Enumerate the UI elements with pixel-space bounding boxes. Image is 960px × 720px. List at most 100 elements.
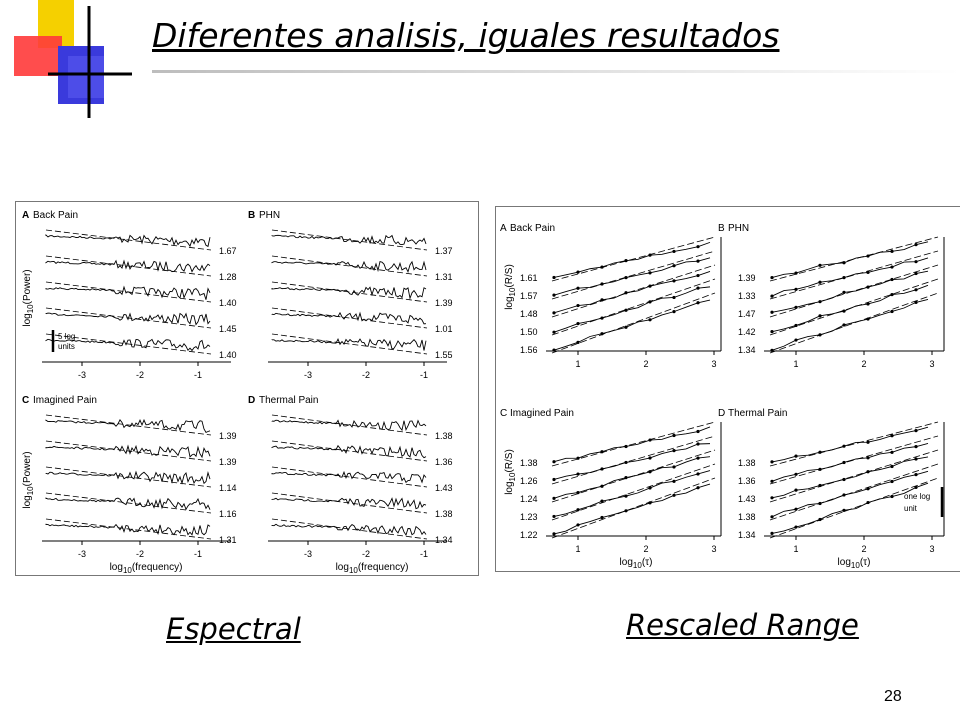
rs-trace (771, 426, 929, 463)
rs-slope-label: 1.38 (738, 512, 756, 522)
rs-point (794, 287, 798, 291)
slide-logo-graphic (14, 0, 132, 118)
spectral-panel-b-id: B (248, 210, 255, 221)
rs-slope-label: 1.39 (738, 273, 756, 283)
rs-slope-label: 1.34 (738, 345, 756, 355)
rs-slope-label: 1.34 (738, 530, 756, 540)
rs-point (770, 294, 774, 298)
rs-panel-d-id: D (718, 408, 725, 419)
rs-point (842, 276, 846, 280)
rs-point (672, 279, 676, 283)
rs-point (648, 271, 652, 275)
title-rule (152, 70, 960, 73)
rs-fit-line (769, 435, 939, 485)
rs-point (696, 245, 700, 249)
rs-point (696, 486, 700, 490)
rs-slope-label: 1.50 (520, 327, 538, 337)
rs-point (866, 302, 870, 306)
rs-point (794, 454, 798, 458)
rs-fit-line (769, 292, 939, 354)
spectral-fit-line (271, 440, 428, 462)
rs-point (672, 264, 676, 268)
rs-x-tick-label: 3 (711, 359, 716, 369)
spectral-y-axis-label: log10(Power) (22, 269, 35, 326)
rs-point (890, 464, 894, 469)
rs-point (794, 488, 798, 492)
rs-x-tick-label: 1 (575, 359, 580, 369)
spectral-slope-label: 1.31 (435, 272, 453, 282)
rs-point (696, 259, 700, 263)
spectral-x-tick-label: -3 (304, 549, 312, 559)
spectral-fit-line (271, 333, 428, 355)
rs-fit-line (769, 421, 939, 467)
rs-fit-line (769, 236, 939, 282)
rs-trace (771, 298, 929, 351)
rs-point (624, 325, 628, 329)
rs-point (770, 330, 774, 334)
rs-point (552, 275, 556, 280)
rs-scale-bar-label-1: one log (904, 492, 930, 501)
spectral-fit-line (45, 492, 212, 514)
rs-point (818, 280, 822, 284)
spectral-trace (45, 470, 211, 485)
rs-point (696, 301, 700, 305)
spectral-scale-bar-label-1: 5 log (58, 332, 75, 341)
spectral-panel-a-title: Back Pain (33, 210, 78, 221)
rs-point (842, 493, 846, 497)
rs-point (842, 460, 846, 465)
rs-point (672, 433, 676, 438)
rs-slope-label: 1.38 (520, 458, 538, 468)
rs-point (890, 434, 894, 438)
rs-point (914, 428, 918, 433)
spectral-fit-line (45, 440, 212, 462)
rs-point (794, 525, 798, 529)
rs-point (794, 338, 798, 342)
rs-point (624, 308, 628, 312)
spectral-slope-label: 1.01 (435, 324, 453, 334)
rs-point (552, 477, 556, 482)
rs-x-tick-label: 2 (643, 544, 648, 554)
rs-point (648, 486, 652, 490)
rs-point (914, 243, 918, 247)
spectral-trace (271, 338, 427, 351)
rs-fit-line (551, 435, 716, 485)
spectral-trace (271, 470, 427, 484)
spectral-slope-label: 1.39 (435, 298, 453, 308)
spectral-trace (45, 338, 211, 352)
spectral-panel-d-id: D (248, 395, 255, 406)
rs-point (696, 286, 700, 290)
spectral-x-tick-label: -2 (362, 370, 370, 380)
spectral-fit-line (45, 518, 212, 540)
rs-point (914, 445, 918, 449)
rs-slope-label: 1.33 (738, 291, 756, 301)
spectral-fit-line (45, 281, 212, 303)
spectral-caption: Espectral (166, 612, 301, 646)
spectral-trace (45, 418, 211, 433)
rs-point (770, 275, 774, 280)
spectral-trace (45, 285, 211, 300)
spectral-trace (45, 259, 211, 273)
slide-title: Diferentes analisis, iguales resultados (152, 16, 780, 55)
rs-fit-line (551, 236, 716, 282)
rs-point (672, 465, 676, 469)
rs-panel-d-title: Thermal Pain (728, 408, 787, 419)
rs-point (770, 460, 774, 464)
spectral-fit-line (271, 229, 428, 251)
rs-trace (553, 426, 711, 463)
spectral-panel-c-id: C (22, 395, 29, 406)
spectral-trace (271, 311, 427, 325)
rs-point (672, 295, 676, 300)
rs-x-tick-label: 3 (711, 544, 716, 554)
spectral-fit-line (45, 333, 212, 355)
rs-point (624, 444, 628, 449)
rs-point (890, 249, 894, 253)
rs-point (914, 288, 918, 292)
rs-fit-line (551, 292, 716, 354)
rs-point (914, 271, 918, 276)
rs-fit-line (551, 463, 716, 521)
spectral-slope-label: 1.45 (219, 324, 237, 334)
rs-point (696, 456, 700, 460)
rs-trace (553, 241, 711, 278)
